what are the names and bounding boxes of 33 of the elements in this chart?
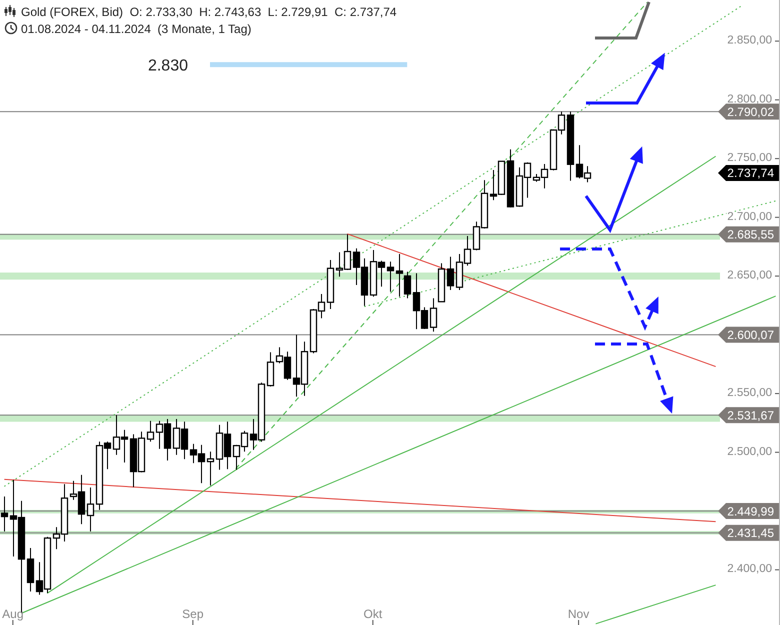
ref-line-label: 2.600,07 <box>727 328 774 342</box>
chart-title: Gold (FOREX, Bid) O: 2.733,30 H: 2.743,63 L: 2.729,91 C: 2.737,74 <box>21 5 397 19</box>
candlestick <box>386 261 394 292</box>
candlestick <box>266 352 274 388</box>
x-tick-label: Okt <box>364 607 383 621</box>
y-tick-label: 2.800,00 <box>727 93 772 106</box>
candlestick <box>86 487 94 532</box>
candlestick <box>446 256 454 290</box>
y-tick-label: 2.550,00 <box>727 387 772 400</box>
y-tick-label: 2.750,00 <box>727 152 772 164</box>
y-tick-label: 2.400,00 <box>727 563 772 576</box>
candlestick <box>206 451 214 486</box>
y-tick-label: 2.650,00 <box>727 270 772 282</box>
series-label: 2.830 <box>148 58 188 75</box>
candlestick <box>0 496 8 532</box>
x-tick-label: Sep <box>182 607 204 621</box>
y-tick-label: 2.500,00 <box>727 446 772 458</box>
x-tick-label: Aug <box>2 607 24 621</box>
x-tick-label: Nov <box>568 607 590 621</box>
candlestick <box>26 548 34 592</box>
text: 01.08.2024 - 04.11.2024 (3 Monate, 1 Tag) <box>21 22 252 36</box>
ref-line-label: 2.449,99 <box>727 504 774 518</box>
ref-line-label: 2.531,67 <box>727 408 774 422</box>
y-tick-label: 2.850,00 <box>727 34 772 47</box>
candlestick <box>396 253 404 298</box>
y-tick-label: 2.700,00 <box>727 210 772 223</box>
candlestick <box>146 420 154 442</box>
ref-line-label: 2.431,45 <box>727 526 774 540</box>
annotation: 2.737,74 <box>727 166 774 180</box>
ref-line-label: 2.790,02 <box>727 104 774 119</box>
ref-line-label: 2.685,55 <box>727 228 774 242</box>
candlestick <box>430 298 438 332</box>
candlestick <box>404 271 412 299</box>
